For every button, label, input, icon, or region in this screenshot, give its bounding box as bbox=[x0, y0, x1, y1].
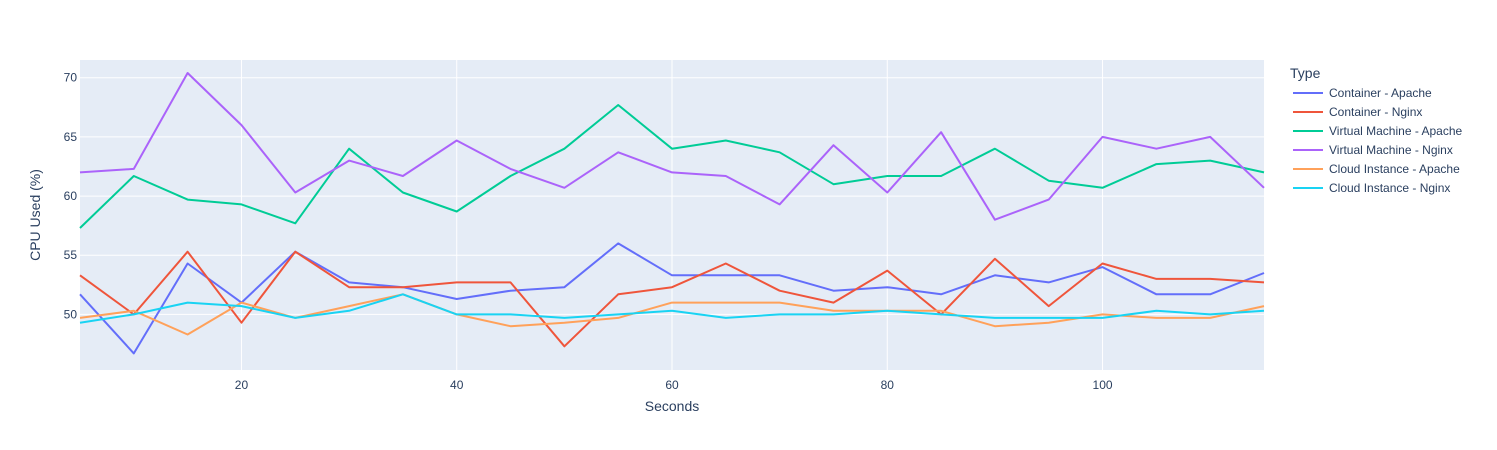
series-lines bbox=[79, 72, 1265, 355]
legend-item-container-nginx[interactable]: Container - Nginx bbox=[1293, 105, 1422, 119]
x-tick-label: 60 bbox=[665, 378, 679, 392]
legend-title: Type bbox=[1290, 65, 1321, 81]
series-line-cloud-instance-apache bbox=[79, 293, 1265, 336]
legend-label: Virtual Machine - Apache bbox=[1329, 124, 1463, 138]
legend-label: Container - Apache bbox=[1329, 86, 1432, 100]
legend-label: Cloud Instance - Apache bbox=[1329, 162, 1460, 176]
y-tick-label: 55 bbox=[64, 248, 78, 262]
x-tick-label: 100 bbox=[1093, 378, 1113, 392]
y-axis-title: CPU Used (%) bbox=[27, 169, 43, 261]
series-line-cloud-instance-nginx bbox=[79, 293, 1265, 324]
legend-item-cloud-instance-apache[interactable]: Cloud Instance - Apache bbox=[1293, 162, 1460, 176]
gridlines bbox=[80, 60, 1264, 370]
series-line-container-nginx bbox=[79, 250, 1265, 348]
x-tick-label: 40 bbox=[450, 378, 464, 392]
legend-item-container-apache[interactable]: Container - Apache bbox=[1293, 86, 1432, 100]
y-axis-ticks: 50 55 60 65 70 bbox=[64, 71, 78, 322]
legend-label: Virtual Machine - Nginx bbox=[1329, 143, 1453, 157]
x-axis-title: Seconds bbox=[645, 398, 699, 414]
series-line-virtual-machine-apache bbox=[79, 104, 1265, 229]
x-tick-label: 20 bbox=[235, 378, 249, 392]
legend-item-virtual-machine-nginx[interactable]: Virtual Machine - Nginx bbox=[1293, 143, 1453, 157]
series-line-virtual-machine-nginx bbox=[79, 72, 1265, 221]
y-tick-label: 70 bbox=[64, 71, 78, 85]
y-tick-label: 50 bbox=[64, 307, 78, 321]
y-tick-label: 65 bbox=[64, 130, 78, 144]
legend-label: Cloud Instance - Nginx bbox=[1329, 181, 1450, 195]
y-tick-label: 60 bbox=[64, 189, 78, 203]
legend-item-virtual-machine-apache[interactable]: Virtual Machine - Apache bbox=[1293, 124, 1463, 138]
legend: Type Container - Apache Container - Nginx… bbox=[1290, 65, 1463, 195]
x-axis-ticks: 20 40 60 80 100 bbox=[235, 378, 1113, 392]
x-tick-label: 80 bbox=[881, 378, 895, 392]
legend-item-cloud-instance-nginx[interactable]: Cloud Instance - Nginx bbox=[1293, 181, 1450, 195]
series-line-container-apache bbox=[79, 242, 1265, 355]
legend-label: Container - Nginx bbox=[1329, 105, 1422, 119]
